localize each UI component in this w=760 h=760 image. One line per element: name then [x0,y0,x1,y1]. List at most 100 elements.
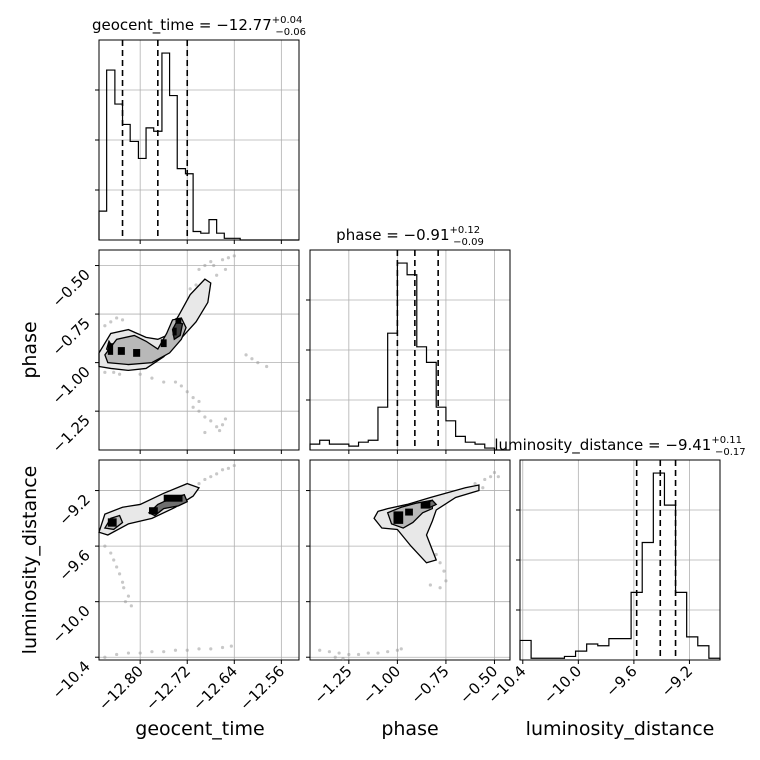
histogram-phase [309,262,510,451]
ytick-label-luminosity_distance: −10.0 [49,602,94,647]
panel-geocent_time-phase-contour [104,317,187,366]
panel-geocent_time-phase-sample-point [191,395,195,400]
panel-phase-luminosity_distance-sample-point [492,470,497,475]
panel-geocent_time-phase-sample-point [150,376,154,380]
panel-geocent_time-phase-sample-point [250,357,254,361]
panel-geocent_time-luminosity_distance-sample-point [173,648,178,652]
title-plus: +0.04 [272,15,303,26]
panel-geocent_time-phase-sample-point [173,380,178,384]
xlabel-phase: phase [381,718,438,740]
ytick-label-phase: −1.25 [49,411,94,456]
panel-phase-luminosity_distance-sample-point [434,552,438,557]
panel-phase-luminosity_distance-sample-point [496,475,500,479]
ytick-label-luminosity_distance: −9.6 [55,546,93,584]
panel-geocent_time-phase-density-peak [175,317,182,324]
panel-geocent_time-phase-sample-point [112,370,116,374]
panel-phase-luminosity_distance-density-peak [420,501,431,509]
panel-geocent_time-phase-density-peak [133,349,141,357]
hist-luminosity_distance-grid [516,460,720,664]
panel-geocent_time-luminosity_distance-sample-point [226,466,231,470]
panel-geocent_time-luminosity_distance-sample-point [126,651,131,655]
title-minus: −0.09 [453,237,484,248]
xtick-label-phase: −0.75 [408,662,453,707]
panel-geocent_time-luminosity_distance-sample-point [103,655,107,659]
xtick-label-geocent_time: −12.72 [142,662,194,714]
panel-geocent_time-phase-sample-point [194,283,198,287]
panel-phase-luminosity_distance-contour [373,484,480,564]
panel-geocent_time-phase-sample-point [191,405,195,409]
panel-geocent_time-luminosity_distance-sample-point [229,644,233,648]
panel-geocent_time-luminosity_distance-sample-point [129,604,133,608]
xlabel-geocent_time: geocent_time [135,718,264,740]
panel-phase-luminosity_distance-sample-point [428,583,432,587]
ytick-label-phase: −1.00 [49,363,94,408]
panel-geocent_time-luminosity_distance-sample-point [232,463,236,468]
panel-geocent_time-phase-sample-point [215,425,219,429]
panel-geocent_time-luminosity_distance-density-peak [107,518,117,527]
panel-phase-luminosity_distance-sample-point [341,657,345,661]
panel-geocent_time-phase-sample-point [117,372,122,376]
panel-geocent_time-luminosity_distance-sample-point [185,648,189,652]
panel-phase-luminosity_distance-sample-point [347,652,351,657]
xtick-label-luminosity_distance: −9.6 [602,662,640,700]
panel-geocent_time-phase-sample-point [203,415,207,419]
panel-geocent_time-luminosity_distance-density-peak [149,507,158,515]
xtick-label-luminosity_distance: −10.0 [540,662,585,707]
title-plus: +0.12 [450,225,481,236]
panel-geocent_time-phase-density-peak [172,327,177,336]
hist-luminosity_distance-frame [519,459,721,661]
panel-geocent_time-phase-sample-point [103,370,107,374]
panel-phase-luminosity_distance-sample-point [333,655,337,659]
title-text: geocent_time = −12.77 [92,16,272,35]
panel-geocent_time-luminosity_distance-sample-point [115,565,119,569]
panel-geocent_time-luminosity_distance-sample-point [162,650,166,654]
panel-geocent_time-phase-sample-point [223,267,228,272]
title-phase: phase = −0.91+0.12 −0.09 [336,225,484,248]
panel-geocent_time-luminosity_distance-sample-point [138,651,142,655]
histogram-geocent_time [98,52,299,241]
panel-phase-luminosity_distance-sample-point [481,486,485,490]
panel-geocent_time-phase-sample-point [197,267,201,272]
ytick-label-phase: −0.50 [49,266,94,311]
panel-geocent_time-luminosity_distance-sample-point [123,600,128,604]
panel-geocent_time-phase-sample-point [220,258,225,262]
panel-geocent_time-luminosity_distance-sample-point [120,580,125,584]
panel-geocent_time-phase-sample-point [138,372,142,376]
panel-phase-luminosity_distance-sample-point [318,648,322,652]
panel-geocent_time-phase-sample-point [232,254,236,258]
panel-phase-luminosity_distance-sample-point [376,651,380,655]
panel-phase-luminosity_distance-sample-point [444,579,448,583]
panel-geocent_time-luminosity_distance-sample-point [109,551,113,555]
ylabel-luminosity_distance: luminosity_distance [19,466,41,655]
title-minus: −0.17 [715,447,746,458]
histogram-luminosity_distance [519,472,721,660]
panel-geocent_time-luminosity_distance-sample-point [197,482,201,486]
panel-geocent_time-luminosity_distance-sample-point [220,468,225,472]
panel-geocent_time-phase-sample-point [188,287,192,291]
panel-phase-luminosity_distance-sample-point [386,650,390,654]
title-text: phase = −0.91 [336,226,449,244]
panel-phase-luminosity_distance-sample-point [395,648,399,652]
panel-phase-luminosity_distance-sample-point [327,650,332,654]
panel-geocent_time-phase-sample-point [103,324,107,328]
panel-geocent_time-phase-sample-point [179,384,183,388]
panel-phase-luminosity_distance-sample-point [337,651,341,655]
title-minus: −0.06 [275,27,306,38]
panel-geocent_time-phase-density-peak [160,339,167,348]
title-plus: +0.11 [711,435,742,446]
panel-phase-luminosity_distance-grid [306,460,510,664]
panel-geocent_time-luminosity_distance-sample-point [115,652,119,657]
panel-phase-luminosity_distance-sample-point [488,475,493,479]
ytick-label-luminosity_distance: −9.2 [55,491,93,529]
panel-phase-luminosity_distance-sample-point [442,569,446,573]
hist-geocent_time-grid [95,40,299,244]
panel-phase-luminosity_distance-sample-point [399,647,403,651]
panel-geocent_time-phase-sample-point [215,273,219,277]
panel-geocent_time-phase-sample-point [197,409,201,413]
panel-geocent_time-luminosity_distance-sample-point [209,647,213,651]
panel-geocent_time-phase-sample-point [203,430,207,435]
panel-geocent_time-luminosity_distance-sample-point [150,650,154,654]
panel-geocent_time-phase-sample-point [162,380,166,384]
panel-geocent_time-luminosity_distance-sample-point [220,645,225,650]
